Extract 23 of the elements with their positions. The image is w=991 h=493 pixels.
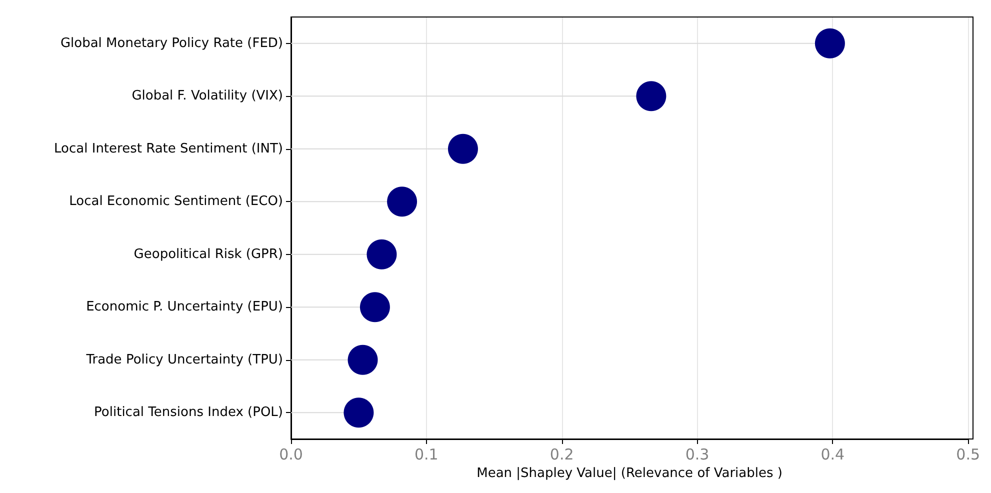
x-tick-label: 0.4 [820, 446, 845, 464]
x-axis-title: Mean |Shapley Value| (Relevance of Variables ) [476, 466, 782, 481]
y-tick-label: Geopolitical Risk (GPR) [134, 246, 283, 262]
x-tick-label: 0.2 [550, 446, 574, 464]
x-tick-label: 0.5 [956, 446, 980, 464]
point [360, 292, 390, 322]
point [348, 344, 378, 375]
y-tick-label: Local Economic Sentiment (ECO) [69, 194, 283, 210]
point [366, 239, 397, 270]
y-tick-label: Trade Policy Uncertainty (TPU) [85, 352, 283, 368]
x-tick-label: 0.1 [414, 446, 438, 464]
point [814, 28, 845, 58]
y-tick-label: Economic P. Uncertainty (EPU) [86, 300, 283, 315]
x-tick-label: 0.3 [685, 446, 710, 464]
x-tick-label: 0.0 [279, 446, 303, 464]
point [387, 186, 418, 217]
point [448, 134, 478, 164]
y-tick-label: Global Monetary Policy Rate (FED) [60, 36, 283, 51]
point [636, 81, 666, 112]
y-tick-label: Political Tensions Index (POL) [94, 405, 283, 420]
y-tick-label: Local Interest Rate Sentiment (INT) [54, 141, 283, 156]
point [344, 398, 374, 428]
y-tick-label: Global F. Volatility (VIX) [132, 88, 283, 104]
